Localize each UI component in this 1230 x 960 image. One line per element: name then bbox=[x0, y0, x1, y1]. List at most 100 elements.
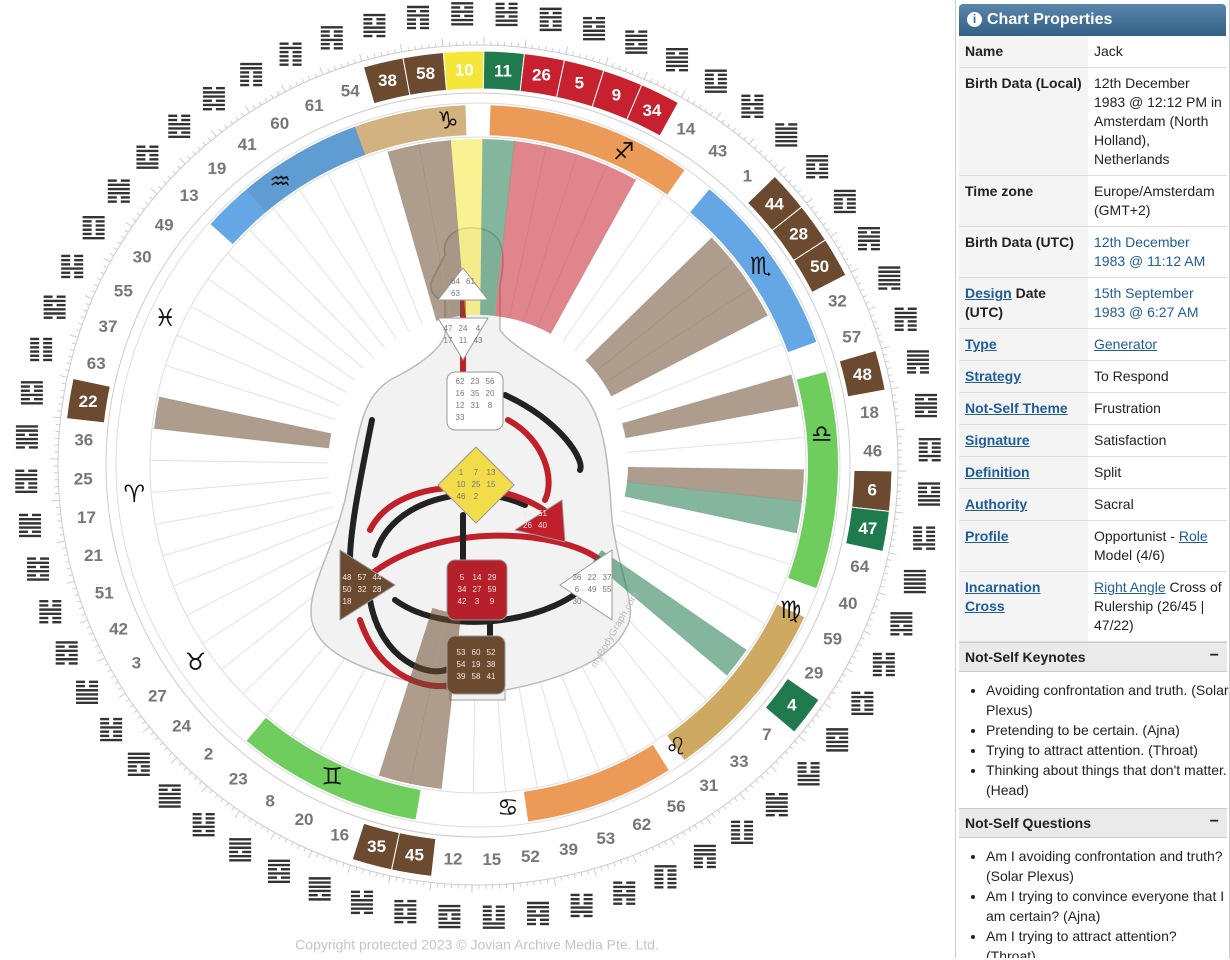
center-gate: 11 bbox=[459, 336, 468, 345]
ring-tick bbox=[83, 309, 88, 312]
ring-tick bbox=[57, 410, 62, 412]
ring-tick bbox=[656, 81, 659, 86]
center-gate: 1 bbox=[459, 468, 464, 477]
ring-tick bbox=[373, 53, 376, 58]
link[interactable]: Design bbox=[965, 285, 1012, 301]
ring-tick bbox=[52, 416, 61, 419]
ring-tick bbox=[883, 572, 888, 575]
center-gate: 32 bbox=[358, 585, 367, 594]
ring-tick bbox=[872, 320, 878, 324]
link[interactable]: Definition bbox=[965, 464, 1030, 480]
ring-tick bbox=[868, 306, 876, 311]
ring-tick bbox=[402, 878, 405, 883]
ring-tick bbox=[254, 821, 258, 826]
spoke bbox=[176, 334, 341, 407]
ring-tick bbox=[162, 180, 167, 184]
center-gate: 15 bbox=[487, 480, 496, 489]
property-label: Strategy bbox=[959, 360, 1088, 393]
text: Model (4/6) bbox=[1094, 547, 1165, 563]
ring-tick bbox=[748, 137, 755, 145]
center bbox=[446, 371, 504, 431]
ring-tick bbox=[879, 340, 884, 343]
ring-tick bbox=[822, 222, 827, 226]
ring-tick bbox=[618, 65, 621, 70]
ring-tick bbox=[873, 605, 878, 608]
center-gate: 37 bbox=[603, 573, 612, 582]
gate-ray bbox=[585, 237, 733, 372]
ring-tick bbox=[778, 166, 786, 173]
link[interactable]: Type bbox=[965, 336, 997, 352]
center bbox=[559, 549, 613, 621]
link[interactable]: Incarnation Cross bbox=[965, 579, 1041, 614]
wheel-decoration bbox=[15, 2, 941, 929]
center-gate: 16 bbox=[456, 389, 465, 398]
section-item: Am I trying to attract attention? (Throa… bbox=[986, 926, 1229, 958]
section-toggle[interactable]: − bbox=[1209, 647, 1219, 664]
gate-number: 3 bbox=[132, 654, 141, 673]
channel bbox=[372, 491, 528, 558]
ring-tick bbox=[145, 201, 149, 206]
link[interactable]: Profile bbox=[965, 528, 1009, 544]
link[interactable]: Authority bbox=[965, 496, 1028, 512]
ring-tick bbox=[632, 855, 637, 863]
ring-tick bbox=[104, 663, 109, 667]
gate-number: 34 bbox=[642, 101, 661, 120]
ring-tick bbox=[698, 104, 702, 109]
ring-tick bbox=[728, 801, 732, 806]
ring-tick bbox=[59, 533, 64, 536]
zodiac-band bbox=[667, 604, 805, 760]
center-gate: 12 bbox=[456, 401, 465, 410]
spoke bbox=[207, 278, 355, 381]
ring-tick bbox=[117, 241, 122, 245]
ring-tick bbox=[545, 46, 547, 51]
ring-tick bbox=[62, 547, 67, 550]
ring-tick bbox=[340, 63, 343, 68]
ring-tick bbox=[838, 679, 843, 683]
ring-tick bbox=[887, 558, 892, 561]
property-value: To Respond bbox=[1088, 360, 1227, 393]
link[interactable]: Not-Self Theme bbox=[965, 400, 1068, 416]
ring-tick bbox=[209, 789, 213, 794]
ring-tick bbox=[664, 841, 667, 846]
section-toggle[interactable]: − bbox=[1209, 813, 1219, 830]
section-title: Not-Self Keynotes bbox=[965, 649, 1086, 665]
gate-number: 13 bbox=[180, 186, 199, 205]
ring-tick bbox=[705, 817, 712, 825]
ring-tick bbox=[59, 396, 64, 398]
ring-tick bbox=[202, 141, 206, 146]
section-item: Am I avoiding confrontation and truth? (… bbox=[986, 846, 1229, 886]
center-gate: 27 bbox=[473, 585, 482, 594]
link[interactable]: Role bbox=[1178, 528, 1208, 544]
text: Opportunist - bbox=[1094, 528, 1179, 544]
ring-tick bbox=[619, 859, 623, 865]
gate-number: 52 bbox=[521, 847, 540, 866]
gate-ray bbox=[494, 141, 547, 319]
ring-tick bbox=[241, 112, 245, 117]
ring-tick bbox=[375, 872, 378, 877]
ring-tick bbox=[80, 316, 85, 319]
ring-tick bbox=[380, 52, 383, 57]
gate-highlight bbox=[626, 84, 679, 137]
link[interactable]: Strategy bbox=[965, 368, 1022, 384]
zodiac-band bbox=[210, 126, 366, 245]
ring-tick bbox=[64, 369, 69, 372]
ring-tick bbox=[335, 860, 338, 865]
property-row: Authority Sacral bbox=[959, 488, 1227, 521]
ring-tick bbox=[81, 613, 86, 616]
copyright: Copyright protected 2023 © Jovian Archiv… bbox=[295, 937, 659, 953]
link[interactable]: Generator bbox=[1094, 336, 1158, 352]
gate-ray bbox=[595, 261, 752, 384]
ring-tick bbox=[393, 49, 396, 54]
gate-number: 4 bbox=[787, 695, 797, 714]
spoke bbox=[155, 491, 331, 525]
zodiac-sign: ♌ bbox=[665, 733, 687, 761]
link[interactable]: Right Angle bbox=[1094, 579, 1166, 595]
ring-tick bbox=[65, 560, 70, 563]
ring-tick bbox=[692, 100, 696, 105]
ring-tick bbox=[857, 282, 862, 286]
ring-tick bbox=[645, 849, 648, 854]
ring-tick bbox=[258, 101, 262, 106]
link[interactable]: Signature bbox=[965, 432, 1030, 448]
text: Frustration bbox=[1094, 400, 1161, 416]
ring-tick bbox=[580, 872, 583, 877]
